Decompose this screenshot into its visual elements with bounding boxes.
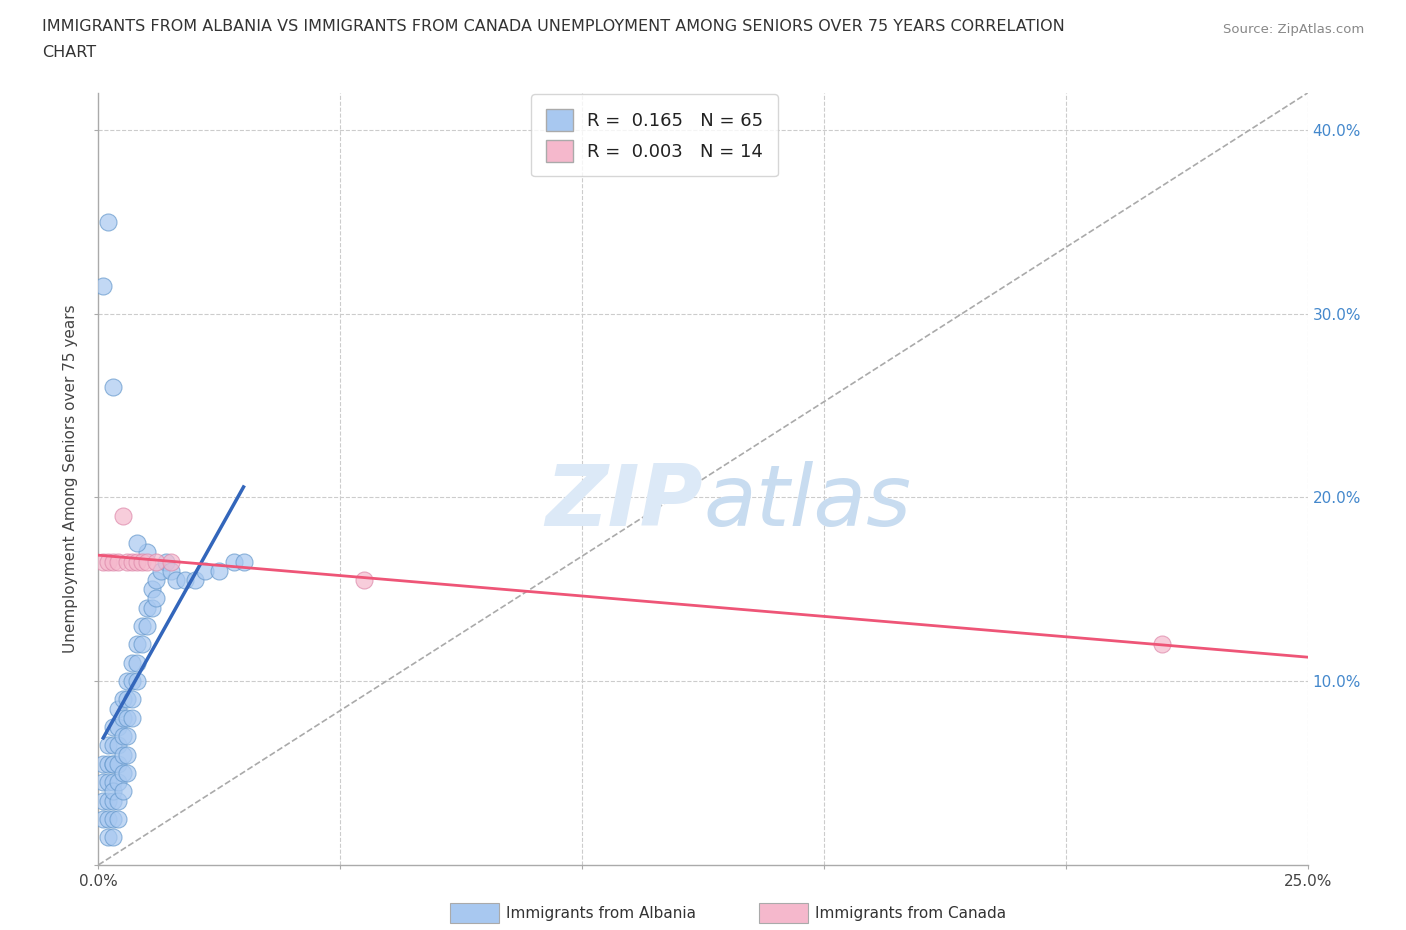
Point xyxy=(97,775,120,790)
Point xyxy=(184,573,207,588)
Point xyxy=(91,812,114,827)
Point xyxy=(97,756,120,771)
Point xyxy=(127,536,149,551)
Point xyxy=(107,720,129,735)
Text: atlas: atlas xyxy=(703,460,911,544)
Text: Immigrants from Canada: Immigrants from Canada xyxy=(815,906,1007,921)
Text: CHART: CHART xyxy=(42,45,96,60)
Point xyxy=(117,673,139,688)
Point xyxy=(208,564,231,578)
Point xyxy=(97,793,120,808)
Point xyxy=(117,729,139,744)
Point xyxy=(117,692,139,707)
Text: ZIP: ZIP xyxy=(546,460,703,544)
Point xyxy=(353,573,375,588)
Point xyxy=(127,656,149,671)
Point xyxy=(111,729,134,744)
Point xyxy=(141,600,163,615)
Point xyxy=(91,793,114,808)
Point xyxy=(101,830,124,844)
Point xyxy=(111,765,134,780)
Point xyxy=(101,812,124,827)
Point xyxy=(101,720,124,735)
Point xyxy=(135,545,157,560)
Point xyxy=(91,279,114,294)
Point xyxy=(1152,637,1174,652)
Point xyxy=(121,711,143,725)
Point xyxy=(107,775,129,790)
Point xyxy=(97,830,120,844)
Point xyxy=(117,747,139,762)
Point xyxy=(101,379,124,394)
Point xyxy=(160,554,183,569)
Point xyxy=(101,756,124,771)
Point xyxy=(121,656,143,671)
Point xyxy=(222,554,245,569)
Point xyxy=(101,793,124,808)
Point xyxy=(135,554,157,569)
Point xyxy=(101,756,124,771)
Point xyxy=(127,637,149,652)
Point xyxy=(145,573,167,588)
Point xyxy=(165,573,187,588)
Point xyxy=(91,775,114,790)
Point xyxy=(107,756,129,771)
Point xyxy=(101,554,124,569)
Text: Immigrants from Albania: Immigrants from Albania xyxy=(506,906,696,921)
Point xyxy=(135,618,157,633)
Point xyxy=(111,711,134,725)
Text: Source: ZipAtlas.com: Source: ZipAtlas.com xyxy=(1223,23,1364,36)
Point xyxy=(127,554,149,569)
Point xyxy=(121,673,143,688)
Point xyxy=(117,765,139,780)
Point xyxy=(131,618,153,633)
Point xyxy=(121,554,143,569)
Y-axis label: Unemployment Among Seniors over 75 years: Unemployment Among Seniors over 75 years xyxy=(63,305,79,653)
Point xyxy=(117,711,139,725)
Point xyxy=(91,554,114,569)
Point xyxy=(232,554,254,569)
Point xyxy=(97,812,120,827)
Point xyxy=(155,554,177,569)
Point xyxy=(145,591,167,605)
Point xyxy=(107,701,129,716)
Point xyxy=(141,582,163,597)
Point xyxy=(97,738,120,753)
Point xyxy=(101,775,124,790)
Point xyxy=(111,692,134,707)
Point xyxy=(107,812,129,827)
Point xyxy=(121,692,143,707)
Point xyxy=(101,738,124,753)
Point xyxy=(111,509,134,524)
Point xyxy=(160,564,183,578)
Point xyxy=(97,554,120,569)
Point xyxy=(145,554,167,569)
Point xyxy=(131,637,153,652)
Point xyxy=(117,554,139,569)
Legend: R =  0.165   N = 65, R =  0.003   N = 14: R = 0.165 N = 65, R = 0.003 N = 14 xyxy=(531,94,778,177)
Point xyxy=(127,673,149,688)
Point xyxy=(107,554,129,569)
Point xyxy=(131,554,153,569)
Point xyxy=(111,747,134,762)
Point xyxy=(91,756,114,771)
Point xyxy=(111,784,134,799)
Point xyxy=(150,564,173,578)
Text: IMMIGRANTS FROM ALBANIA VS IMMIGRANTS FROM CANADA UNEMPLOYMENT AMONG SENIORS OVE: IMMIGRANTS FROM ALBANIA VS IMMIGRANTS FR… xyxy=(42,19,1064,33)
Point xyxy=(101,784,124,799)
Point xyxy=(194,564,217,578)
Point xyxy=(97,214,120,229)
Point xyxy=(107,738,129,753)
Point xyxy=(174,573,197,588)
Point xyxy=(135,600,157,615)
Point xyxy=(107,793,129,808)
